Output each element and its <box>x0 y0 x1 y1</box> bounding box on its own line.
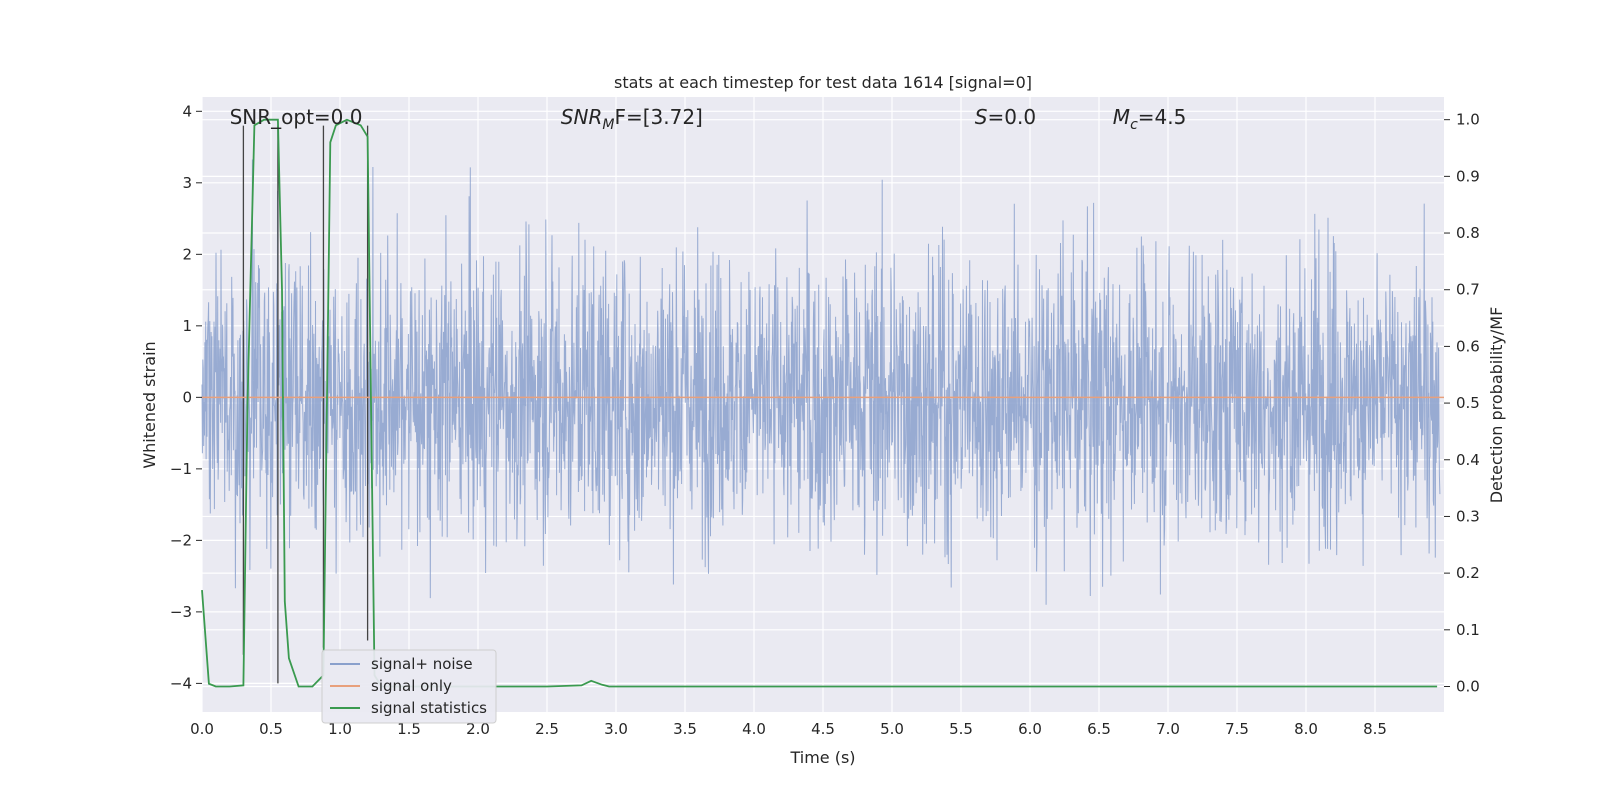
x-tick-label: 6.0 <box>1018 720 1042 738</box>
y-tick-label-right: 0.1 <box>1456 621 1480 639</box>
vertical-markers <box>242 125 369 684</box>
annotation-text: S=0.0 <box>975 105 1036 129</box>
y-tick-label-left: 3 <box>182 174 192 192</box>
y-tick-label-right: 1.0 <box>1456 111 1480 129</box>
y-tick-label-right: 0.2 <box>1456 564 1480 582</box>
y-tick-label-left: −2 <box>170 531 192 549</box>
series-signal-noise <box>201 159 1441 605</box>
legend-label-signal-noise: signal+ noise <box>371 655 473 673</box>
x-tick-label: 5.5 <box>949 720 973 738</box>
noise-trace <box>201 159 1441 605</box>
x-tick-label: 5.0 <box>880 720 904 738</box>
x-tick-label: 4.5 <box>811 720 835 738</box>
legend-box <box>321 649 497 724</box>
y-tick-label-left: −1 <box>170 460 192 478</box>
x-tick-label: 0.0 <box>190 720 214 738</box>
series-signal-statistics <box>201 118 1438 688</box>
legend-label-signal-statistics: signal statistics <box>371 699 487 717</box>
legend: signal+ noise signal only signal statist… <box>321 649 497 724</box>
y-tick-label-right: 0.4 <box>1456 451 1480 469</box>
y-tick-label-left: 1 <box>182 317 192 335</box>
y-tick-label-right: 0.6 <box>1456 337 1480 355</box>
y-tick-label-left: 4 <box>182 102 192 120</box>
x-tick-label: 6.5 <box>1087 720 1111 738</box>
x-axis-label: Time (s) <box>789 748 855 767</box>
y-tick-label-right: 0.3 <box>1456 507 1480 525</box>
x-tick-label: 2.5 <box>535 720 559 738</box>
y-axis-label-left: Whitened strain <box>140 341 159 468</box>
y-tick-label-right: 0.9 <box>1456 167 1480 185</box>
x-tick-label: 4.0 <box>742 720 766 738</box>
y-tick-label-right: 0.0 <box>1456 677 1480 695</box>
x-tick-label: 3.0 <box>604 720 628 738</box>
x-tick-label: 8.5 <box>1363 720 1387 738</box>
series-lines <box>201 118 1444 688</box>
y-tick-label-left: −4 <box>170 674 192 692</box>
x-tick-label: 7.5 <box>1225 720 1249 738</box>
legend-label-signal-only: signal only <box>371 677 452 695</box>
annotation-text: SNR_opt=0.0 <box>230 105 363 129</box>
x-tick-label: 1.0 <box>328 720 352 738</box>
x-tick-label: 0.5 <box>259 720 283 738</box>
x-tick-label: 3.5 <box>673 720 697 738</box>
annotations: SNR_opt=0.0 SNRMF=[3.72] S=0.0 Mc=4.5 <box>230 105 1187 133</box>
y-tick-label-right: 0.8 <box>1456 224 1480 242</box>
x-tick-label: 2.0 <box>466 720 490 738</box>
y-tick-label-left: 0 <box>182 388 192 406</box>
tick-labels: 0.0 0.5 1.0 1.5 2.0 2.5 3.0 3.5 4.0 4.5 5.0 5.5 6.0 6… <box>170 102 1480 738</box>
annotation-text: Mc=4.5 <box>1113 105 1187 133</box>
x-tick-label: 8.0 <box>1294 720 1318 738</box>
annotation-text: SNRMF=[3.72] <box>561 105 703 133</box>
x-tick-label: 1.5 <box>397 720 421 738</box>
y-tick-label-right: 0.5 <box>1456 394 1480 412</box>
y-tick-label-left: −3 <box>170 603 192 621</box>
y-axis-label-right: Detection probability/MF <box>1487 307 1506 504</box>
y-tick-label-right: 0.7 <box>1456 281 1480 299</box>
chart-title: stats at each timestep for test data 161… <box>614 73 1032 92</box>
x-tick-label: 7.0 <box>1156 720 1180 738</box>
y-tick-label-left: 2 <box>182 245 192 263</box>
